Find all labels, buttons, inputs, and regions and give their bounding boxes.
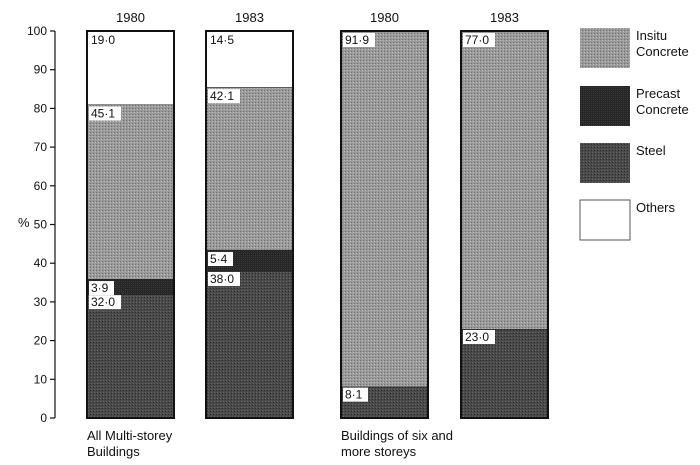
bar-1: 32·03·9 45·1 19·0 xyxy=(86,30,175,419)
legend-swatch xyxy=(580,143,630,183)
legend-item-others: Others xyxy=(579,199,676,241)
y-tick-label: 40 xyxy=(34,256,48,270)
data-label: 42·1 xyxy=(210,89,234,103)
segment-insitu xyxy=(341,31,428,387)
y-tick-label: 90 xyxy=(34,63,48,77)
data-label-bg xyxy=(89,281,114,296)
legend-swatch xyxy=(580,28,630,68)
bars: 32·03·9 45·1 19·0 38·0 5·4 42·1 14·5 8·1 91·9 23·… xyxy=(86,30,549,419)
data-label-bg xyxy=(463,33,495,47)
category-label: 1980 xyxy=(116,10,145,25)
y-tick-label: 100 xyxy=(27,24,47,38)
data-label-bg xyxy=(343,33,375,47)
y-axis-label: % xyxy=(18,215,30,230)
segment-insitu xyxy=(206,87,293,251)
bar-3: 8·1 91·9 xyxy=(340,30,429,419)
data-label-bg xyxy=(89,295,121,310)
data-label: 91·9 xyxy=(345,33,369,47)
data-label: 3·9 xyxy=(91,281,109,295)
segment-insitu xyxy=(87,104,174,280)
bar-outline xyxy=(340,30,429,419)
group-label: Buildings of six and xyxy=(341,428,453,443)
segment-insitu xyxy=(461,31,548,329)
data-label-bg xyxy=(208,33,240,47)
category-labels: 1980 1983 1980 1983 xyxy=(116,10,519,25)
group-label: Buildings xyxy=(87,444,140,459)
y-tick-label: 20 xyxy=(34,334,48,348)
y-tick-label: 60 xyxy=(34,179,48,193)
y-tick-label: 70 xyxy=(34,140,48,154)
y-tick-label: 0 xyxy=(40,411,47,425)
data-label-bg xyxy=(343,387,368,402)
data-label: 19·0 xyxy=(91,33,115,47)
data-label-bg xyxy=(463,329,495,344)
category-label: 1980 xyxy=(370,10,399,25)
data-label: 5·4 xyxy=(210,252,228,266)
data-label-bg xyxy=(208,89,240,104)
bar-outline xyxy=(205,30,294,419)
y-tick-label: 10 xyxy=(34,372,48,386)
data-label: 38·0 xyxy=(210,272,234,286)
legend-label: Concrete xyxy=(636,44,689,59)
y-tick-label: 80 xyxy=(34,101,48,115)
y-tick-label: 30 xyxy=(34,295,48,309)
legend-swatch xyxy=(580,86,630,126)
legend-item-steel: Steel xyxy=(580,143,666,183)
data-label: 14·5 xyxy=(210,33,234,47)
data-label-bg xyxy=(89,106,121,121)
data-label: 45·1 xyxy=(91,107,115,121)
bar-outline xyxy=(460,30,549,419)
group-label: more storeys xyxy=(341,444,417,459)
data-label: 32·0 xyxy=(91,295,115,309)
legend-label: Precast xyxy=(636,86,680,101)
group-label: All Multi-storey xyxy=(87,428,173,443)
data-label: 77·0 xyxy=(465,33,489,47)
y-tick-label: 50 xyxy=(34,218,48,232)
legend-swatch xyxy=(579,199,631,241)
data-label-bg xyxy=(89,33,121,47)
legend-label: Steel xyxy=(636,143,666,158)
bar-2: 38·0 5·4 42·1 14·5 xyxy=(205,30,294,419)
bar-4: 23·0 77·0 xyxy=(460,30,549,419)
data-label-bg xyxy=(208,252,233,267)
category-label: 1983 xyxy=(235,10,264,25)
data-label: 8·1 xyxy=(345,388,363,402)
y-axis: 0 10 20 30 40 50 60 70 80 90 100 xyxy=(27,24,56,425)
data-label: 23·0 xyxy=(465,330,489,344)
segment-steel xyxy=(87,294,174,418)
legend-label: Concrete xyxy=(636,102,689,117)
category-label: 1983 xyxy=(490,10,519,25)
data-label-bg xyxy=(208,271,240,286)
legend-label: Insitu xyxy=(636,28,667,43)
legend-label: Others xyxy=(636,200,676,215)
bar-outline xyxy=(86,30,175,419)
segment-steel xyxy=(206,270,293,418)
